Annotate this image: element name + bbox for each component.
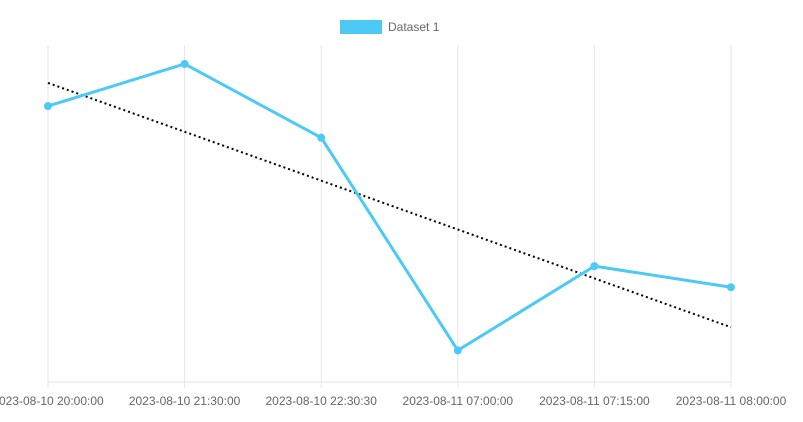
data-point-4[interactable] — [590, 262, 599, 271]
x-tick-label-2: 2023-08-10 22:30:30 — [265, 394, 377, 408]
data-point-3[interactable] — [453, 346, 462, 355]
x-tick-label-3: 2023-08-11 07:00:00 — [403, 394, 514, 408]
legend-swatch-dataset-1 — [340, 20, 382, 34]
x-tick-label-5: 2023-08-11 08:00:00 — [676, 394, 787, 408]
data-point-2[interactable] — [317, 133, 326, 142]
x-tick-label-0: 2023-08-10 20:00:00 — [0, 394, 104, 408]
data-point-1[interactable] — [180, 59, 189, 68]
x-axis-ticks: 2023-08-10 20:00:00 2023-08-10 21:30:00 20… — [0, 382, 787, 408]
x-tick-label-1: 2023-08-10 21:30:00 — [129, 394, 241, 408]
legend[interactable]: Dataset 1 — [340, 20, 440, 34]
data-points — [44, 59, 735, 355]
series-line-dataset-1 — [47, 62, 732, 352]
vertical-gridlines — [47, 45, 732, 382]
x-tick-label-4: 2023-08-11 07:15:00 — [539, 394, 650, 408]
legend-label-dataset-1: Dataset 1 — [388, 20, 440, 34]
data-point-5[interactable] — [727, 283, 735, 292]
data-point-0[interactable] — [44, 102, 52, 111]
trendline — [47, 81, 732, 329]
